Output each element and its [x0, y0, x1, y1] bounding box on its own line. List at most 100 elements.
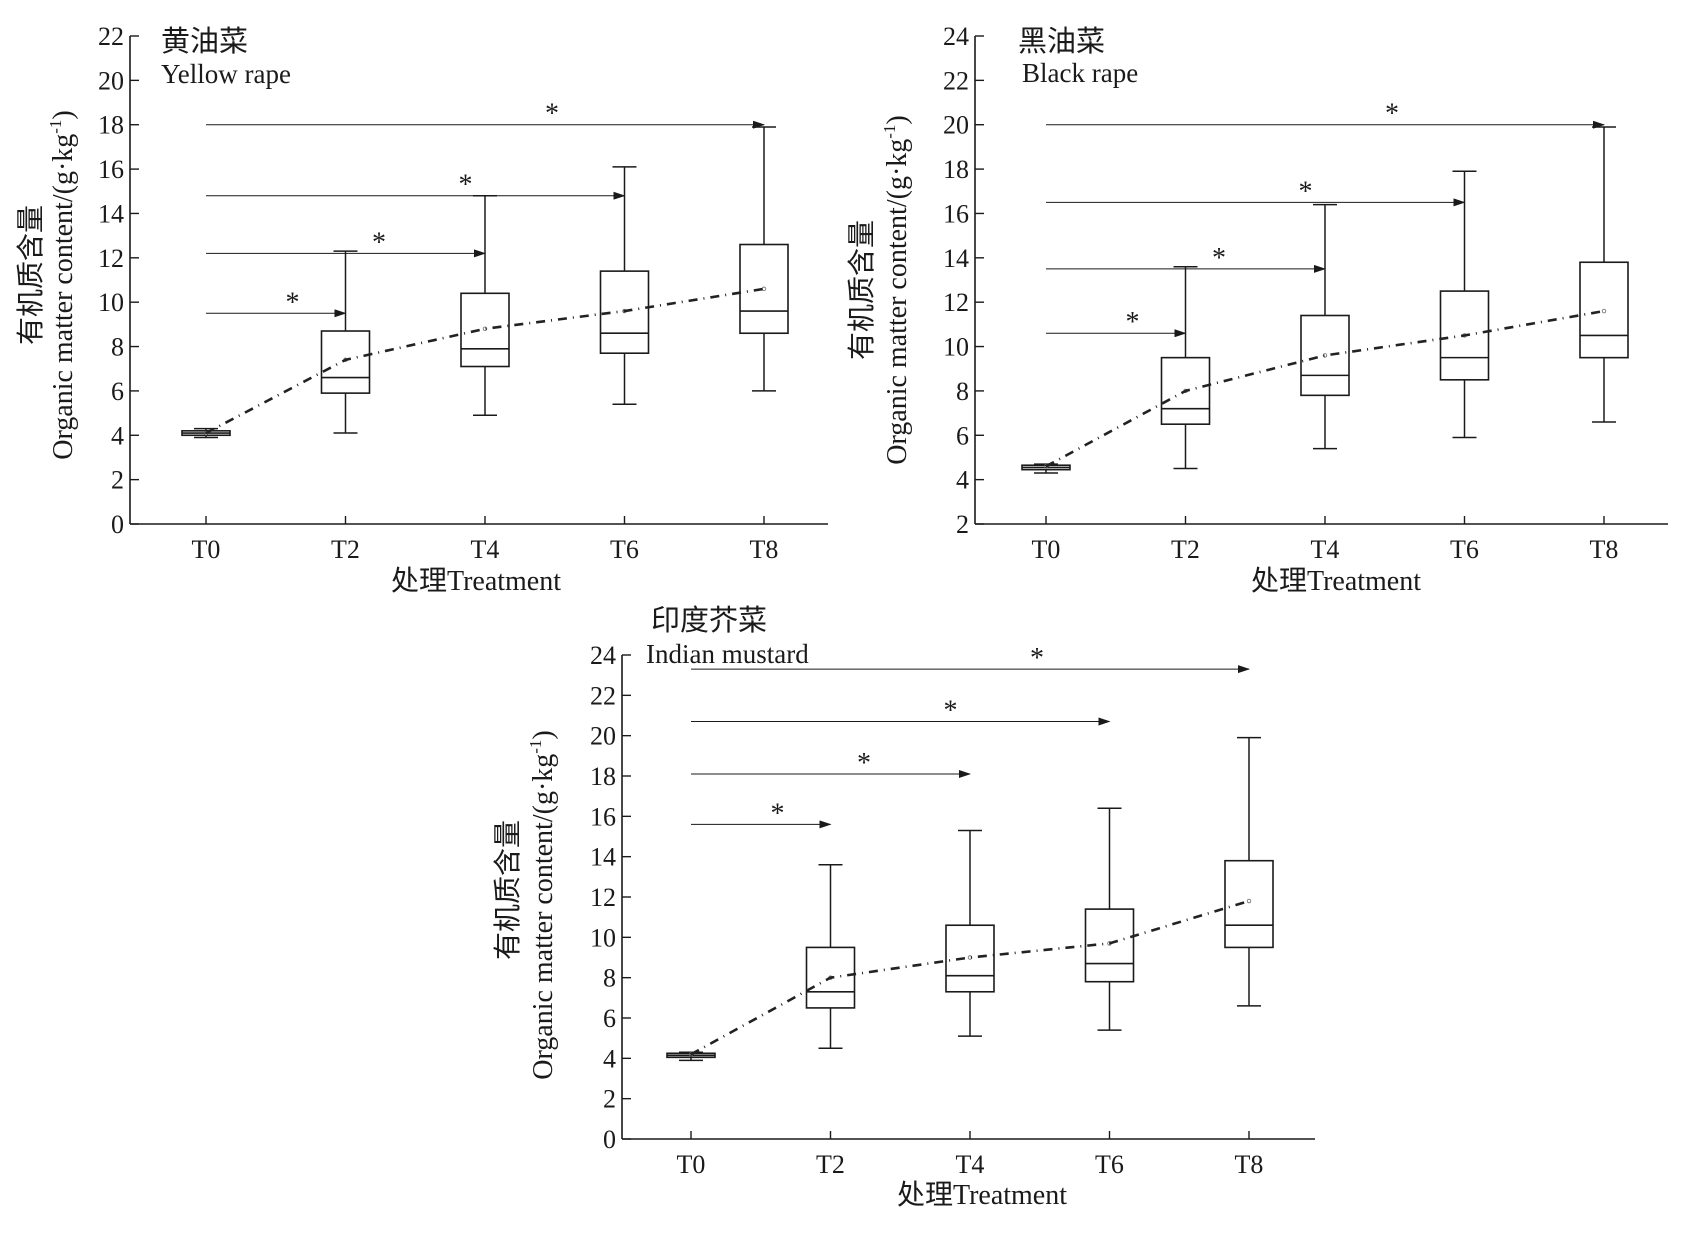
- significance-star: *: [1030, 643, 1044, 674]
- y-tick-label: 12: [98, 244, 124, 273]
- mean-trend-line: [690, 899, 1250, 1056]
- y-tick-label: 10: [943, 333, 969, 362]
- box-T6: [1084, 807, 1135, 1031]
- box-T2: [1160, 265, 1211, 470]
- panel-title: 黄油菜: [161, 25, 248, 58]
- significance-star: *: [458, 170, 472, 201]
- box-iqr: [805, 946, 856, 1009]
- y-tick-label: 12: [943, 288, 969, 317]
- x-tick-label: T8: [1235, 1150, 1264, 1179]
- x-tick-label: T4: [471, 535, 500, 564]
- y-tick-label: 18: [98, 111, 124, 140]
- box-iqr: [1300, 314, 1350, 397]
- box-iqr: [460, 292, 510, 368]
- y-tick-label: 6: [111, 377, 124, 406]
- significance-star: *: [1125, 307, 1139, 338]
- y-tick-label: 2: [603, 1085, 616, 1114]
- panel-subtitle: Yellow rape: [161, 59, 291, 89]
- box-T8: [739, 126, 789, 392]
- y-tick-label: 0: [603, 1125, 616, 1154]
- panel-title: 黑油菜: [1018, 25, 1105, 58]
- mean-point: [482, 326, 488, 331]
- box-iqr: [1439, 290, 1490, 381]
- x-axis-label: 处理Treatment: [1251, 565, 1421, 597]
- x-tick-label: T4: [956, 1150, 985, 1179]
- box-T8: [1579, 126, 1629, 423]
- panel-subtitle: Indian mustard: [646, 639, 809, 669]
- x-tick-label: T2: [816, 1150, 845, 1179]
- box-T4: [945, 829, 995, 1037]
- y-axis-label-cn: 有机质含量: [492, 820, 524, 960]
- y-tick-label: 16: [590, 802, 616, 831]
- box-T2: [320, 250, 371, 434]
- x-tick-label: T8: [750, 535, 779, 564]
- y-tick-label: 12: [590, 883, 616, 912]
- x-axis-label: 处理Treatment: [391, 565, 561, 597]
- y-tick-label: 22: [590, 681, 616, 710]
- y-tick-label: 20: [943, 111, 969, 140]
- y-axis-label-en: Organic matter content/(g·kg-1): [526, 730, 559, 1080]
- y-axis-label-cn: 有机质含量: [15, 205, 47, 345]
- y-tick-label: 24: [590, 641, 616, 670]
- y-tick-label: 14: [590, 843, 616, 872]
- box-T2: [805, 863, 856, 1049]
- y-tick-label: 8: [603, 964, 616, 993]
- y-axis-label-en-close: ): [48, 110, 79, 119]
- x-tick-label: T0: [1032, 535, 1061, 564]
- box-iqr: [1160, 356, 1211, 425]
- x-tick-label: T6: [610, 535, 639, 564]
- y-tick-label: 18: [943, 155, 969, 184]
- y-tick-label: 14: [943, 244, 969, 273]
- y-tick-label: 8: [111, 333, 124, 362]
- significance-star: *: [545, 99, 559, 130]
- significance-star: *: [1385, 99, 1399, 130]
- y-tick-label: 20: [590, 722, 616, 751]
- y-tick-label: 22: [943, 66, 969, 95]
- y-axis-label-en-sup: -1: [526, 740, 545, 754]
- panel-black-rape: 黑油菜 Black rape 处理Treatment 有机质含量 Organic…: [846, 22, 1668, 597]
- y-axis-label-en-main: Organic matter content/(g·kg: [882, 139, 913, 465]
- y-axis-label-en: Organic matter content/(g·kg-1): [46, 110, 79, 460]
- box-T8: [1224, 736, 1274, 1007]
- y-tick-label: 16: [98, 155, 124, 184]
- significance-star: *: [1298, 176, 1312, 207]
- y-tick-label: 0: [111, 510, 124, 539]
- box-iqr: [1224, 859, 1274, 949]
- y-tick-label: 18: [590, 762, 616, 791]
- panel-yellow-rape: 黄油菜 Yellow rape 处理Treatment 有机质含量 Organi…: [15, 22, 828, 597]
- significance-star: *: [285, 287, 299, 318]
- y-tick-label: 16: [943, 199, 969, 228]
- y-axis-label-en-sup: -1: [880, 125, 899, 139]
- box-iqr: [1579, 261, 1629, 359]
- y-axis-label-en-close: ): [528, 730, 559, 739]
- y-tick-label: 4: [956, 466, 969, 495]
- y-tick-label: 24: [943, 22, 969, 51]
- x-tick-label: T2: [1171, 535, 1200, 564]
- x-axis-label: 处理Treatment: [897, 1179, 1067, 1211]
- y-tick-label: 10: [590, 923, 616, 952]
- panel-title: 印度芥菜: [651, 604, 767, 637]
- box-T4: [1300, 203, 1350, 450]
- significance-star: *: [770, 798, 784, 829]
- y-tick-label: 6: [956, 421, 969, 450]
- x-tick-label: T0: [192, 535, 221, 564]
- significance-star: *: [372, 227, 386, 258]
- mean-point: [1601, 308, 1607, 314]
- panel-indian-mustard: 印度芥菜 Indian mustard 处理Treatment 有机质含量 Or…: [492, 604, 1315, 1211]
- x-tick-label: T6: [1450, 535, 1479, 564]
- y-axis-label-en-main: Organic matter content/(g·kg: [48, 134, 79, 460]
- y-axis-label-en-sup: -1: [46, 120, 65, 134]
- significance-star: *: [1212, 243, 1226, 274]
- box-T6: [599, 166, 650, 405]
- x-tick-label: T2: [331, 535, 360, 564]
- significance-star: *: [857, 748, 871, 779]
- y-tick-label: 6: [603, 1004, 616, 1033]
- mean-point: [1322, 353, 1328, 358]
- y-tick-label: 4: [111, 421, 124, 450]
- box-T0: [181, 427, 231, 439]
- y-tick-label: 20: [98, 66, 124, 95]
- x-tick-label: T0: [677, 1150, 706, 1179]
